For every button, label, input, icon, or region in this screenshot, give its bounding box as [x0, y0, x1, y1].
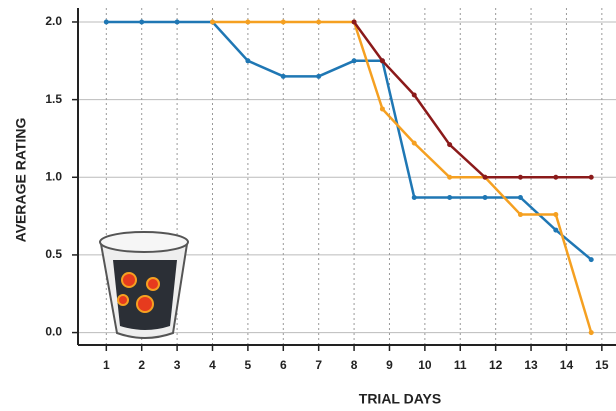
- tomato: [118, 295, 128, 305]
- y-tick-label: 0.5: [45, 247, 62, 261]
- data-point: [245, 19, 250, 24]
- data-point: [518, 195, 523, 200]
- cup-icon: [100, 232, 188, 338]
- series-line: [106, 22, 591, 260]
- data-point: [281, 19, 286, 24]
- x-tick-label: 8: [351, 358, 358, 372]
- x-tick-label: 4: [209, 358, 216, 372]
- data-point: [589, 330, 594, 335]
- data-point: [412, 92, 417, 97]
- data-point: [412, 195, 417, 200]
- tomato: [122, 273, 136, 287]
- data-point: [483, 195, 488, 200]
- data-point: [104, 19, 109, 24]
- cup-rim: [100, 232, 188, 252]
- data-point: [412, 141, 417, 146]
- data-point: [553, 228, 558, 233]
- y-tick-label: 0.0: [45, 325, 62, 339]
- data-point: [447, 195, 452, 200]
- x-tick-label: 1: [103, 358, 110, 372]
- y-axis-label: AVERAGE RATING: [13, 118, 29, 243]
- data-point: [380, 106, 385, 111]
- chart: TRIAL DAYS AVERAGE RATING 0.0 0.5 1.0 1.5 2.…: [0, 0, 616, 411]
- x-tick-label: 13: [524, 358, 538, 372]
- data-point: [316, 19, 321, 24]
- data-point: [447, 142, 452, 147]
- tomato: [137, 296, 153, 312]
- y-tick-label: 1.0: [45, 169, 62, 183]
- data-point: [210, 19, 215, 24]
- data-point: [175, 19, 180, 24]
- data-point: [352, 19, 357, 24]
- data-point: [139, 19, 144, 24]
- y-tick-label: 2.0: [45, 14, 62, 28]
- tomato: [147, 278, 159, 290]
- x-tick-label: 6: [280, 358, 287, 372]
- x-tick-label: 11: [454, 358, 467, 372]
- x-axis-label: TRIAL DAYS: [359, 391, 441, 407]
- data-point: [589, 257, 594, 262]
- x-tick-label: 2: [138, 358, 145, 372]
- x-tick-label: 3: [174, 358, 181, 372]
- x-tick-label: 12: [489, 358, 503, 372]
- data-point: [245, 58, 250, 63]
- data-point: [518, 175, 523, 180]
- x-tick-label: 14: [560, 358, 574, 372]
- x-tick-label: 15: [595, 358, 609, 372]
- data-point: [316, 74, 321, 79]
- data-point: [447, 175, 452, 180]
- data-point: [483, 175, 488, 180]
- x-tick-label: 10: [418, 358, 432, 372]
- data-point: [281, 74, 286, 79]
- data-point: [553, 175, 558, 180]
- y-tick-label: 1.5: [45, 92, 62, 106]
- data-point: [518, 212, 523, 217]
- data-point: [352, 58, 357, 63]
- x-tick-label: 9: [386, 358, 393, 372]
- data-point: [380, 58, 385, 63]
- data-point: [553, 212, 558, 217]
- data-point: [589, 175, 594, 180]
- x-tick-label: 7: [315, 358, 322, 372]
- x-tick-label: 5: [245, 358, 252, 372]
